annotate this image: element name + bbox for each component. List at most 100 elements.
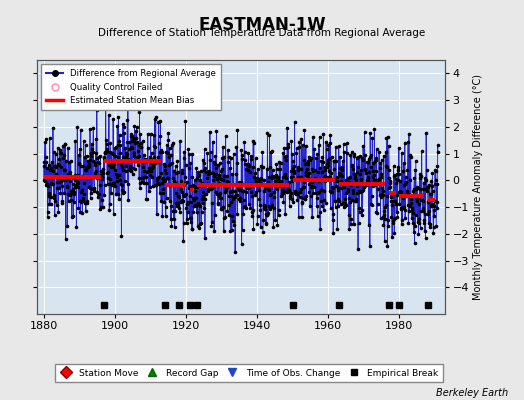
Point bbox=[233, 126, 242, 133]
Point bbox=[311, 175, 319, 181]
Point bbox=[54, 178, 63, 185]
Point bbox=[338, 172, 346, 179]
Point bbox=[194, 200, 203, 206]
Point bbox=[214, 180, 223, 186]
Point bbox=[321, 166, 329, 173]
Point bbox=[95, 172, 103, 179]
Point bbox=[209, 170, 217, 176]
Point bbox=[413, 195, 421, 202]
Point bbox=[376, 164, 384, 171]
Point bbox=[97, 197, 106, 203]
Point bbox=[160, 176, 169, 183]
Point bbox=[253, 174, 261, 181]
Point bbox=[267, 149, 275, 156]
Point bbox=[113, 154, 122, 160]
Point bbox=[249, 140, 258, 146]
Point bbox=[425, 181, 433, 188]
Point bbox=[368, 192, 376, 199]
Point bbox=[144, 130, 152, 137]
Point bbox=[352, 183, 361, 189]
Point bbox=[113, 178, 121, 184]
Point bbox=[185, 214, 194, 221]
Point bbox=[287, 138, 296, 144]
Point bbox=[232, 192, 240, 198]
Point bbox=[240, 138, 248, 145]
Point bbox=[136, 131, 145, 137]
Point bbox=[386, 180, 395, 186]
Point bbox=[102, 149, 110, 155]
Point bbox=[136, 140, 145, 146]
Point bbox=[309, 189, 318, 196]
Point bbox=[163, 142, 171, 148]
Point bbox=[433, 142, 442, 148]
Point bbox=[224, 179, 232, 185]
Point bbox=[289, 199, 297, 205]
Point bbox=[88, 146, 96, 152]
Point bbox=[78, 186, 86, 193]
Point bbox=[94, 159, 102, 165]
Point bbox=[270, 193, 278, 200]
Point bbox=[348, 197, 356, 203]
Point bbox=[395, 201, 403, 207]
Point bbox=[290, 168, 299, 174]
Point bbox=[347, 148, 356, 155]
Point bbox=[353, 155, 361, 162]
Point bbox=[94, 154, 103, 160]
Point bbox=[58, 200, 67, 207]
Point bbox=[423, 184, 431, 190]
Point bbox=[98, 176, 106, 182]
Point bbox=[311, 176, 320, 182]
Point bbox=[432, 223, 440, 229]
Point bbox=[368, 183, 377, 190]
Point bbox=[184, 209, 192, 215]
Point bbox=[235, 187, 243, 193]
Point bbox=[200, 160, 208, 167]
Point bbox=[48, 174, 57, 180]
Point bbox=[151, 160, 160, 166]
Point bbox=[386, 178, 394, 184]
Point bbox=[382, 202, 390, 208]
Point bbox=[294, 214, 303, 220]
Point bbox=[45, 201, 53, 207]
Point bbox=[135, 142, 143, 148]
Point bbox=[367, 152, 375, 158]
Point bbox=[70, 184, 79, 191]
Point bbox=[202, 169, 210, 176]
Point bbox=[188, 174, 196, 180]
Point bbox=[133, 154, 141, 160]
Point bbox=[221, 189, 229, 196]
Point bbox=[285, 189, 293, 195]
Point bbox=[63, 170, 72, 177]
Point bbox=[174, 198, 183, 205]
Point bbox=[116, 142, 125, 149]
Point bbox=[158, 190, 167, 196]
Point bbox=[246, 156, 255, 162]
Point bbox=[179, 238, 188, 244]
Point bbox=[73, 123, 81, 130]
Point bbox=[408, 214, 416, 221]
Point bbox=[61, 177, 69, 183]
Point bbox=[250, 181, 258, 188]
Point bbox=[377, 173, 385, 180]
Point bbox=[202, 191, 211, 198]
Point bbox=[120, 189, 128, 195]
Point bbox=[275, 207, 283, 214]
Point bbox=[272, 174, 281, 181]
Point bbox=[422, 129, 430, 136]
Point bbox=[378, 191, 386, 198]
Point bbox=[199, 193, 208, 199]
Point bbox=[324, 157, 332, 164]
Point bbox=[389, 190, 398, 197]
Point bbox=[362, 182, 370, 188]
Point bbox=[130, 150, 138, 156]
Point bbox=[365, 222, 373, 228]
Point bbox=[287, 173, 295, 180]
Point bbox=[362, 170, 370, 176]
Point bbox=[170, 168, 178, 174]
Point bbox=[209, 139, 217, 145]
Point bbox=[220, 228, 228, 234]
Point bbox=[383, 193, 391, 200]
Point bbox=[271, 178, 280, 184]
Point bbox=[181, 118, 190, 124]
Point bbox=[77, 126, 85, 133]
